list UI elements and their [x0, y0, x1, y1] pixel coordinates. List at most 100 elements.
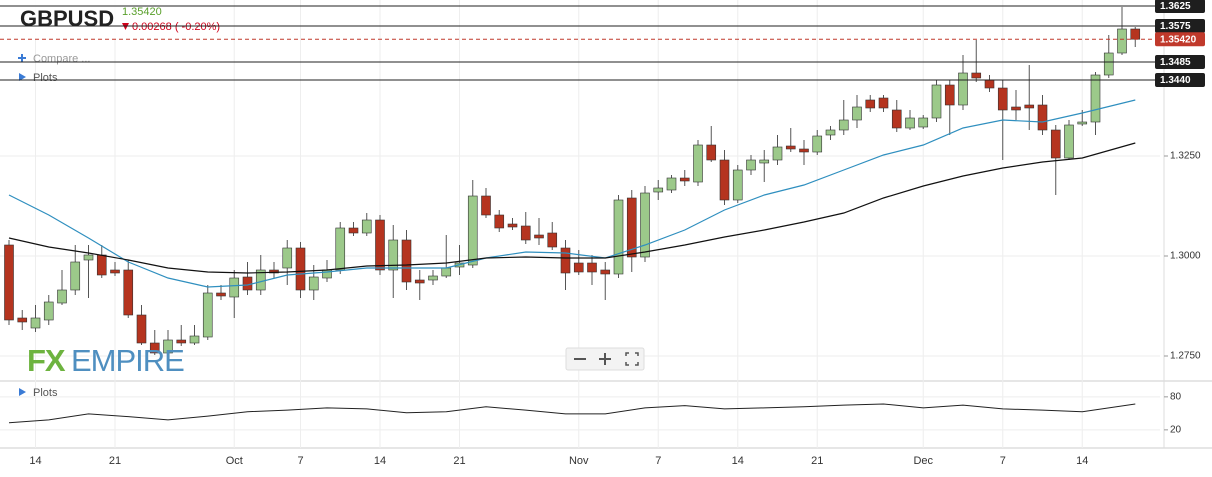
lower-plots-button[interactable]: Plots — [33, 387, 58, 399]
fullscreen-button[interactable] — [625, 352, 639, 366]
indicator-line — [8, 403, 1136, 424]
logo-empire: EMPIRE — [71, 343, 184, 378]
moving-average — [8, 142, 1136, 274]
candle-body — [163, 339, 173, 354]
candle-body — [825, 129, 836, 136]
x-tick-label: 7 — [1000, 455, 1006, 467]
price-label-box — [1155, 73, 1205, 87]
candle-body — [481, 195, 491, 216]
candle-body — [242, 276, 253, 291]
candle-body — [282, 247, 293, 269]
price-label: 1.3440 — [1160, 75, 1191, 86]
candle-body — [547, 232, 558, 248]
plots-icon[interactable] — [19, 388, 26, 396]
x-tick-label: Dec — [913, 455, 933, 467]
candle-body — [1090, 74, 1101, 123]
candle-body — [653, 187, 664, 193]
price-label-box — [1155, 19, 1205, 33]
candle-body — [918, 117, 929, 128]
candle-body — [852, 106, 862, 121]
y-tick-label: 80 — [1170, 391, 1182, 402]
candle-body — [441, 267, 452, 277]
candle-body — [732, 169, 743, 201]
candle-body — [401, 239, 412, 283]
y-tick-label: 20 — [1170, 424, 1182, 435]
candle-body — [375, 219, 385, 271]
candle-body — [520, 225, 531, 241]
compare-button[interactable]: Compare ... — [33, 53, 90, 65]
candle-body — [958, 72, 968, 106]
price-label: 1.3575 — [1160, 21, 1191, 32]
candle-body — [679, 177, 690, 182]
candle-body — [96, 254, 107, 276]
price-label-box — [1155, 32, 1205, 47]
candle-body — [534, 234, 544, 239]
candle-body — [308, 276, 319, 291]
x-tick-label: 21 — [811, 455, 823, 467]
candle-body — [706, 144, 717, 161]
candle-body — [30, 317, 41, 329]
plots-icon[interactable] — [19, 73, 26, 81]
candle-body — [971, 72, 982, 79]
candle-body — [587, 262, 597, 273]
candle-body — [83, 254, 94, 261]
candle-body — [666, 177, 677, 191]
price-lines: 1.3625 1.3575 1.35420 1.3485 1.3440 — [0, 0, 1205, 87]
x-tick-label: 14 — [1076, 455, 1088, 467]
x-tick-label: 7 — [297, 455, 303, 467]
candle-body — [361, 219, 372, 234]
x-tick-label: 14 — [374, 455, 386, 467]
candle-body — [905, 117, 915, 129]
candle-body — [560, 247, 571, 274]
price-label: 1.3485 — [1160, 57, 1191, 68]
candle-body — [43, 301, 54, 321]
x-tick-label: Nov — [569, 455, 589, 467]
x-tick-label: 21 — [453, 455, 465, 467]
candle-body — [865, 99, 876, 109]
candle-body — [467, 195, 478, 266]
candle-body — [573, 262, 584, 273]
candle-body — [626, 197, 637, 258]
moving-average — [8, 99, 1136, 288]
candle-body — [229, 277, 240, 298]
price-label: 1.3625 — [1160, 1, 1191, 12]
candle-body — [295, 247, 306, 291]
candle-body — [600, 269, 611, 275]
zoom-in-button[interactable] — [599, 353, 611, 365]
plot-layer: 14 21 Oct 7 14 21 Nov 7 14 21 Dec 7 14 1.2750 1.3000 1.… — [0, 0, 1212, 467]
candle-body — [759, 159, 770, 164]
candle-body — [269, 269, 279, 274]
candle-body — [176, 339, 187, 344]
candle-body — [812, 135, 823, 153]
candle-body — [494, 214, 505, 229]
candle-body — [507, 223, 518, 228]
candle-body — [878, 97, 889, 109]
candle-body — [640, 192, 650, 258]
candle-body — [1130, 28, 1141, 40]
candle-body — [414, 279, 425, 284]
candle-body — [746, 159, 756, 171]
y-tick-label: 1.2750 — [1170, 351, 1201, 362]
symbol: GBPUSD — [20, 6, 114, 31]
candle-body — [1011, 106, 1021, 111]
plots-button[interactable]: Plots — [33, 72, 58, 84]
candle-body — [149, 342, 160, 354]
candle-body — [785, 145, 796, 150]
price-label: 1.35420 — [1160, 34, 1197, 45]
candle-body — [613, 199, 624, 275]
candle-body — [693, 144, 703, 183]
candle-body — [17, 317, 28, 323]
candle-body — [70, 261, 81, 291]
x-tick-label: 7 — [655, 455, 661, 467]
x-tick-label: Oct — [226, 455, 243, 467]
candle-body — [838, 119, 849, 131]
candle-body — [799, 148, 809, 153]
x-tick-label: 21 — [109, 455, 121, 467]
compare-icon[interactable] — [18, 54, 26, 62]
candle-body — [944, 84, 955, 106]
candle-body — [216, 292, 226, 297]
candle-body — [388, 239, 399, 271]
candle-body — [136, 314, 147, 344]
candle-body — [1064, 124, 1074, 159]
